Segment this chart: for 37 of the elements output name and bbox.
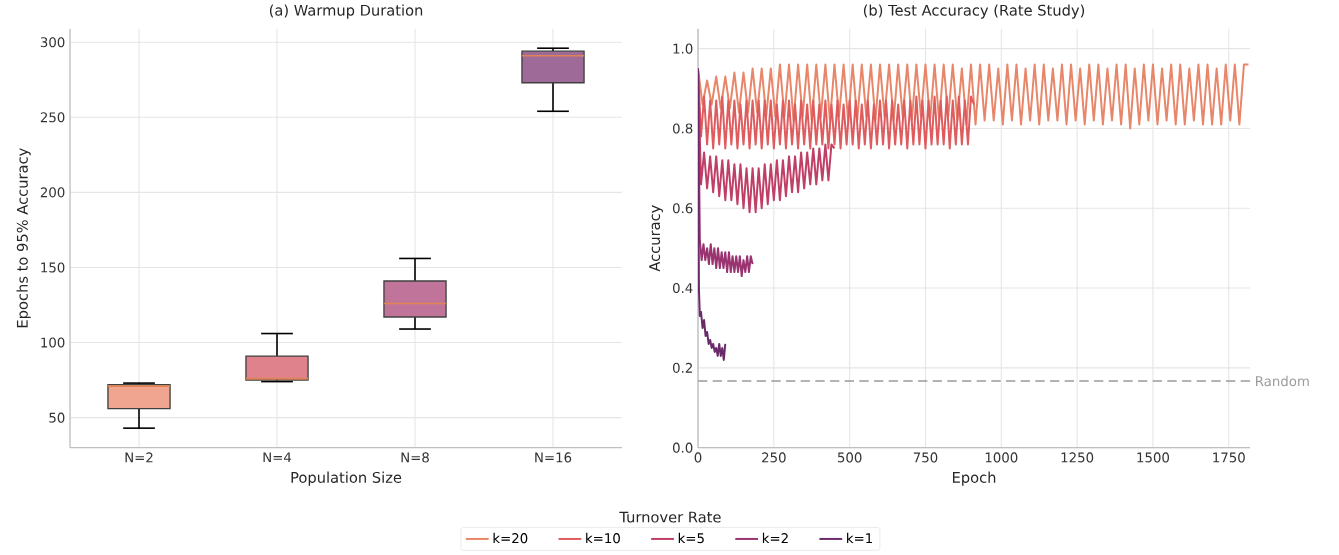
y-tick-label: 250 <box>40 112 65 123</box>
y-axis-title: Accuracy <box>649 205 663 272</box>
x-tick-label: 250 <box>762 452 786 463</box>
legend-title: Turnover Rate <box>619 511 721 523</box>
y-tick-label: 50 <box>49 412 65 423</box>
x-tick-label: 1250 <box>1061 452 1094 463</box>
x-tick-label: N=4 <box>263 452 292 463</box>
x-tick-label: 1000 <box>985 452 1018 463</box>
x-tick-label: 0 <box>694 452 702 463</box>
legend-label: k=10 <box>586 533 620 544</box>
chart-title: (b) Test Accuracy (Rate Study) <box>863 4 1085 19</box>
y-tick-label: 0.2 <box>672 362 692 374</box>
y-tick-label: 100 <box>41 337 65 348</box>
y-axis-title: Epochs to 95% Accuracy <box>16 148 31 328</box>
x-tick-label: 1500 <box>1137 452 1170 463</box>
y-tick-label: 150 <box>41 262 65 273</box>
legend-label: k=5 <box>678 533 704 544</box>
x-tick-label: 500 <box>837 452 862 463</box>
x-tick-label: N=16 <box>535 452 572 463</box>
x-axis-title: Population Size <box>291 471 402 486</box>
x-tick-label: 750 <box>913 452 938 463</box>
chart-title: (a) Warmup Duration <box>269 4 423 19</box>
y-tick-label: 1.0 <box>673 43 693 54</box>
y-tick-label: 0.6 <box>672 203 693 214</box>
legend-label: k=1 <box>847 533 872 544</box>
x-tick-label: N=8 <box>401 452 429 463</box>
y-tick-label: 300 <box>40 37 65 48</box>
x-tick-label: N=2 <box>125 452 153 463</box>
y-tick-label: 0.0 <box>672 442 693 453</box>
y-tick-label: 200 <box>40 187 65 198</box>
y-tick-label: 0.4 <box>672 283 693 294</box>
legend-label: k=2 <box>762 533 788 544</box>
x-axis-title: Epoch <box>952 471 996 486</box>
ref-line-label: Random <box>1256 376 1309 387</box>
y-tick-label: 0.8 <box>672 123 693 134</box>
legend-label: k=20 <box>493 533 528 544</box>
x-tick-label: 1750 <box>1213 452 1245 463</box>
